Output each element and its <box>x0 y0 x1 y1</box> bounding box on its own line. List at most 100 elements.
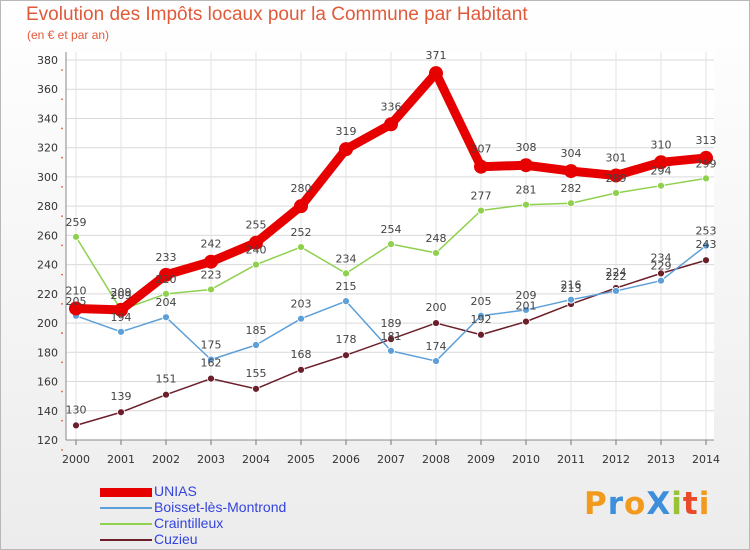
data-label-unias: 242 <box>201 238 222 251</box>
data-point-craintilleux <box>567 199 575 208</box>
data-label-boisset-les-montrond: 203 <box>291 298 312 311</box>
y-minor-tick <box>61 127 63 130</box>
y-tick-label: 360 <box>37 83 58 96</box>
data-point-boisset-les-montrond <box>702 241 710 250</box>
data-label-unias: 209 <box>111 286 132 299</box>
y-minor-tick <box>61 390 63 393</box>
x-tick-label: 2007 <box>377 453 405 466</box>
data-point-unias <box>249 235 263 250</box>
data-label-craintilleux: 248 <box>426 232 447 245</box>
y-tick-label: 180 <box>37 346 58 359</box>
data-label-unias: 308 <box>516 141 537 154</box>
data-point-unias <box>519 158 533 173</box>
y-minor-tick <box>61 156 63 159</box>
data-label-craintilleux: 282 <box>561 182 582 195</box>
data-point-cuzieu <box>522 317 530 326</box>
legend-swatch <box>100 488 152 497</box>
data-label-boisset-les-montrond: 253 <box>696 225 717 238</box>
data-point-craintilleux <box>207 285 215 294</box>
data-label-boisset-les-montrond: 174 <box>426 340 447 353</box>
y-tick-label: 380 <box>37 54 58 67</box>
data-label-cuzieu: 139 <box>111 390 132 403</box>
legend-label: Cuzieu <box>154 531 198 547</box>
data-label-cuzieu: 189 <box>381 317 402 330</box>
data-label-boisset-les-montrond: 229 <box>651 260 672 273</box>
data-point-unias <box>609 168 623 183</box>
data-label-craintilleux: 234 <box>336 252 357 265</box>
y-tick-label: 280 <box>37 200 58 213</box>
data-label-craintilleux: 240 <box>246 244 267 257</box>
brand-letter: t <box>682 486 699 522</box>
data-point-unias <box>159 267 173 282</box>
data-label-unias: 304 <box>561 147 582 160</box>
data-point-cuzieu <box>252 384 260 393</box>
y-tick-label: 200 <box>37 317 58 330</box>
x-tick-label: 2013 <box>647 453 675 466</box>
data-point-unias <box>699 150 713 165</box>
data-label-cuzieu: 200 <box>426 301 447 314</box>
y-minor-tick <box>61 186 63 188</box>
data-label-craintilleux: 209 <box>111 289 132 302</box>
brand-letter: X <box>646 486 672 522</box>
data-point-boisset-les-montrond <box>387 346 395 355</box>
data-point-cuzieu <box>162 390 170 399</box>
data-point-cuzieu <box>297 365 305 374</box>
data-label-cuzieu: 234 <box>651 251 672 264</box>
data-point-cuzieu <box>72 421 80 430</box>
data-label-craintilleux: 223 <box>201 268 222 281</box>
x-tick-label: 2003 <box>197 453 225 466</box>
data-point-unias <box>384 117 398 132</box>
data-label-unias: 313 <box>696 134 717 147</box>
y-minor-tick <box>61 332 63 334</box>
data-label-boisset-les-montrond: 222 <box>606 270 627 283</box>
data-point-craintilleux <box>477 206 485 215</box>
y-tick-label: 260 <box>37 229 58 242</box>
brand-letter: i <box>698 486 711 522</box>
data-point-boisset-les-montrond <box>567 295 575 304</box>
legend-label: Craintilleux <box>154 515 224 531</box>
data-point-unias <box>474 159 488 174</box>
data-point-craintilleux <box>432 249 440 257</box>
axes: 120 140 160 180 200 220 240 260 280 300 320 340 360 3… <box>37 52 720 466</box>
y-tick-label: 140 <box>37 405 58 418</box>
y-tick-label: 300 <box>37 171 58 184</box>
legend-label: Boisset-lès-Montrond <box>154 499 287 515</box>
data-point-boisset-les-montrond <box>522 306 530 314</box>
legend-swatch <box>100 507 152 509</box>
data-point-cuzieu <box>477 330 485 339</box>
chart-subtitle: (en € et par an) <box>27 28 110 42</box>
data-point-craintilleux <box>72 232 80 241</box>
legend-swatch <box>100 523 152 525</box>
brand-letter: o <box>624 486 647 522</box>
data-point-craintilleux <box>522 200 530 209</box>
data-label-boisset-les-montrond: 205 <box>471 295 492 308</box>
y-tick-label: 340 <box>37 112 58 125</box>
data-label-unias: 301 <box>606 151 627 164</box>
x-tick-label: 2008 <box>422 453 450 466</box>
data-label-cuzieu: 151 <box>156 373 177 386</box>
data-label-unias: 319 <box>336 125 357 138</box>
x-tick-label: 2001 <box>107 453 135 466</box>
data-label-cuzieu: 243 <box>696 238 717 251</box>
data-label-unias: 233 <box>156 251 177 264</box>
y-tick-label: 160 <box>37 376 58 389</box>
x-tick-label: 2005 <box>287 453 315 466</box>
y-tick-label: 320 <box>37 142 58 155</box>
brand-logo: ProXiti <box>584 486 710 522</box>
data-label-craintilleux: 294 <box>651 165 672 178</box>
x-tick-label: 2012 <box>602 453 630 466</box>
data-point-cuzieu <box>117 408 125 417</box>
data-label-craintilleux: 289 <box>606 172 627 185</box>
data-point-unias <box>69 301 83 316</box>
data-label-boisset-les-montrond: 215 <box>336 280 357 293</box>
data-label-boisset-les-montrond: 204 <box>156 296 177 309</box>
data-point-boisset-les-montrond <box>207 355 215 364</box>
data-label-boisset-les-montrond: 181 <box>381 330 402 343</box>
data-label-cuzieu: 162 <box>201 357 222 370</box>
data-point-unias <box>339 142 353 157</box>
chart-title: Evolution des Impôts locaux pour la Comm… <box>26 4 528 25</box>
data-label-craintilleux: 259 <box>66 216 87 229</box>
data-point-boisset-les-montrond <box>297 314 305 323</box>
data-point-boisset-les-montrond <box>252 341 260 349</box>
